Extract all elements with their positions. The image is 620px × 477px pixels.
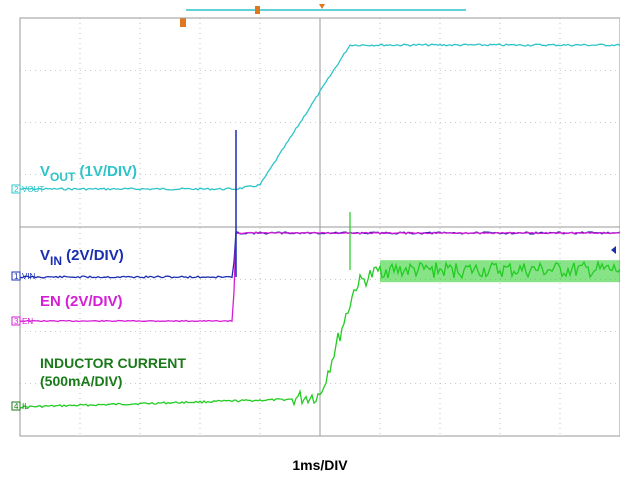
trigger-position-marker: [255, 6, 260, 14]
channel-number: 3: [14, 317, 19, 326]
graticule-grid: [20, 18, 620, 436]
channel-number: 4: [14, 402, 19, 411]
x-axis-label: 1ms/DIV: [292, 457, 348, 473]
channel-name: EN: [22, 317, 33, 326]
il-label-line1: INDUCTOR CURRENT: [40, 355, 186, 371]
trace-vout: [19, 43, 620, 191]
vin-label: VIN (2V/DIV): [40, 247, 124, 268]
en-label: EN (2V/DIV): [40, 293, 123, 310]
vout-label: VOUT (1V/DIV): [40, 163, 137, 184]
channel-tag-vin: 1 VIN: [11, 271, 36, 281]
channel-number: 1: [14, 272, 19, 281]
time-reference-marker: [319, 4, 325, 9]
trace-en: [19, 231, 620, 323]
offset-marker: [611, 246, 616, 254]
channel-tag-vout: 2 VOUT: [11, 184, 44, 194]
channel-tag-en: 3 EN: [11, 316, 33, 326]
channel-number: 2: [14, 185, 19, 194]
il-ripple-band: [380, 260, 620, 283]
channel-name: IL: [22, 402, 29, 411]
channel-name: VIN: [22, 272, 36, 281]
channel-name: VOUT: [22, 185, 44, 194]
trigger-marker: [180, 18, 186, 27]
traces: [19, 43, 620, 409]
il-label-line2: (500mA/DIV): [40, 373, 122, 389]
channel-tag-il: 4 IL: [11, 401, 29, 411]
